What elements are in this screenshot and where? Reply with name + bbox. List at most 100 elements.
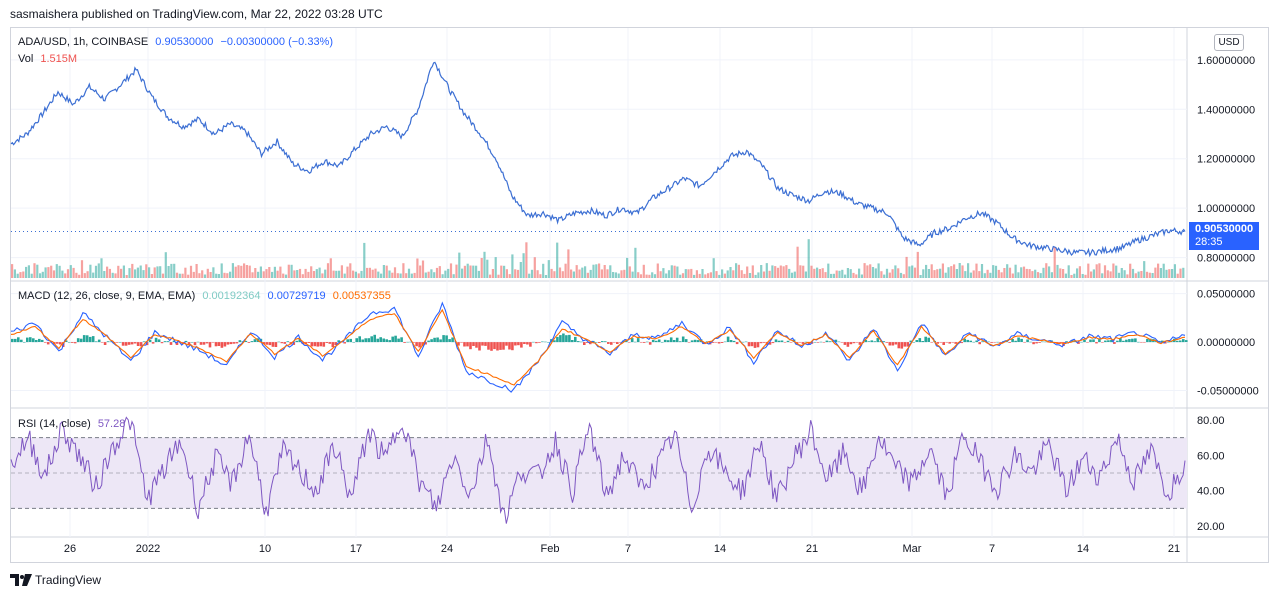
- macd-hist-bar: [439, 339, 442, 343]
- tradingview-logo[interactable]: TradingView: [10, 573, 101, 587]
- volume-bar: [1022, 266, 1026, 278]
- time-tick-label: 17: [350, 543, 362, 555]
- macd-hist-bar: [115, 342, 119, 343]
- volume-bar: [606, 269, 609, 278]
- volume-bar: [25, 266, 28, 278]
- volume-bar: [659, 271, 662, 278]
- volume-bar: [1034, 269, 1037, 278]
- volume-value: 1.515M: [40, 53, 78, 65]
- volume-bar: [955, 269, 958, 278]
- volume-bar: [279, 266, 282, 278]
- volume-bar: [626, 257, 629, 278]
- macd-hist-bar: [589, 342, 592, 345]
- volume-bar: [257, 271, 260, 278]
- macd-hist-bar: [26, 337, 29, 343]
- macd-hist-bar: [334, 342, 337, 345]
- macd-hist-bar: [681, 336, 685, 342]
- macd-hist-bar: [508, 342, 511, 350]
- macd-hist-bar: [415, 342, 418, 347]
- volume-bar: [430, 269, 433, 278]
- macd-hist-bar: [406, 341, 409, 343]
- macd-hist-bar: [598, 342, 601, 343]
- volume-bar: [287, 264, 290, 278]
- volume-bar: [164, 252, 167, 278]
- macd-hist-bar: [909, 340, 913, 343]
- macd-hist-bar: [583, 342, 586, 345]
- macd-legend[interactable]: MACD (12, 26, close, 9, EMA, EMA) 0.0019…: [18, 290, 395, 302]
- macd-hist-bar: [400, 337, 403, 342]
- volume-bar: [1115, 265, 1118, 278]
- macd-hist-bar: [151, 342, 155, 344]
- volume-bar: [732, 270, 735, 278]
- macd-hist-bar: [876, 338, 880, 343]
- brand-name: TradingView: [35, 573, 102, 587]
- volume-legend[interactable]: Vol 1.515M: [18, 53, 81, 65]
- macd-hist-bar: [64, 340, 68, 342]
- macd-hist-bar: [1032, 342, 1035, 345]
- macd-hist-bar: [475, 342, 478, 348]
- volume-bar: [89, 264, 92, 278]
- macd-hist-bar: [885, 342, 889, 343]
- volume-bar: [816, 267, 819, 278]
- volume-bar: [416, 258, 419, 278]
- price-legend[interactable]: ADA/USD, 1h, COINBASE 0.90530000 −0.0030…: [18, 36, 337, 48]
- macd-hist-bar: [295, 340, 299, 343]
- macd-hist-bar: [1023, 342, 1026, 343]
- macd-hist-bar: [789, 342, 793, 343]
- volume-bar: [1131, 268, 1135, 278]
- volume-bar: [760, 265, 763, 278]
- macd-hist-bar: [693, 339, 697, 343]
- macd-hist-bar: [73, 342, 77, 344]
- macd-hist-bar: [786, 340, 790, 343]
- rsi-legend[interactable]: RSI (14, close) 57.28: [18, 418, 129, 430]
- currency-badge[interactable]: USD: [1214, 34, 1244, 51]
- macd-hist-bar: [175, 342, 179, 345]
- macd-hist-bar: [771, 342, 775, 344]
- macd-hist-bar: [130, 342, 134, 345]
- volume-bar: [967, 263, 970, 278]
- volume-bar: [821, 268, 824, 278]
- volume-bar: [1126, 274, 1129, 278]
- volume-bar: [1101, 273, 1104, 278]
- volume-bar: [243, 263, 246, 278]
- time-tick-label: 14: [714, 543, 726, 555]
- macd-hist-bar: [705, 341, 709, 343]
- macd-hist-bar: [822, 342, 826, 343]
- volume-bar: [1106, 270, 1109, 278]
- macd-hist-bar: [556, 336, 559, 343]
- volume-bar: [983, 273, 986, 278]
- volume-bar: [298, 268, 302, 278]
- macd-hist-bar: [325, 342, 329, 343]
- volume-bar: [880, 271, 883, 278]
- volume-bar: [774, 266, 777, 278]
- volume-bar: [802, 265, 805, 278]
- volume-bar: [905, 256, 908, 278]
- macd-hist-bar: [11, 338, 14, 343]
- volume-bar: [726, 270, 729, 278]
- macd-hist-bar: [541, 341, 544, 343]
- chart-frame[interactable]: [10, 27, 1269, 563]
- volume-bar: [858, 268, 861, 278]
- macd-hist-bar: [373, 334, 376, 343]
- volume-bar: [564, 263, 567, 278]
- macd-hist-bar: [660, 342, 664, 343]
- volume-bar: [721, 269, 724, 278]
- volume-bar: [329, 258, 332, 278]
- volume-bar: [729, 267, 732, 278]
- volume-bar: [891, 269, 894, 278]
- macd-hist-bar: [780, 340, 784, 343]
- price-axis-labels[interactable]: 1.60000000 1.40000000 1.20000000 1.00000000…: [1197, 55, 1259, 533]
- volume-bar: [860, 274, 863, 278]
- volume-bar: [27, 265, 30, 278]
- volume-bar: [723, 273, 726, 278]
- volume-bar: [665, 273, 668, 278]
- volume-bar: [735, 263, 738, 278]
- volume-bar: [997, 269, 1000, 278]
- time-axis-labels[interactable]: 26 2022 10 17 24 Feb 7 14 21 Mar 7 14 21: [64, 543, 1180, 555]
- macd-hist-bar: [232, 342, 236, 344]
- volume-bar: [259, 266, 262, 278]
- volume-bar: [807, 239, 810, 278]
- macd-hist-bar: [331, 342, 335, 348]
- volume-bar: [712, 258, 715, 278]
